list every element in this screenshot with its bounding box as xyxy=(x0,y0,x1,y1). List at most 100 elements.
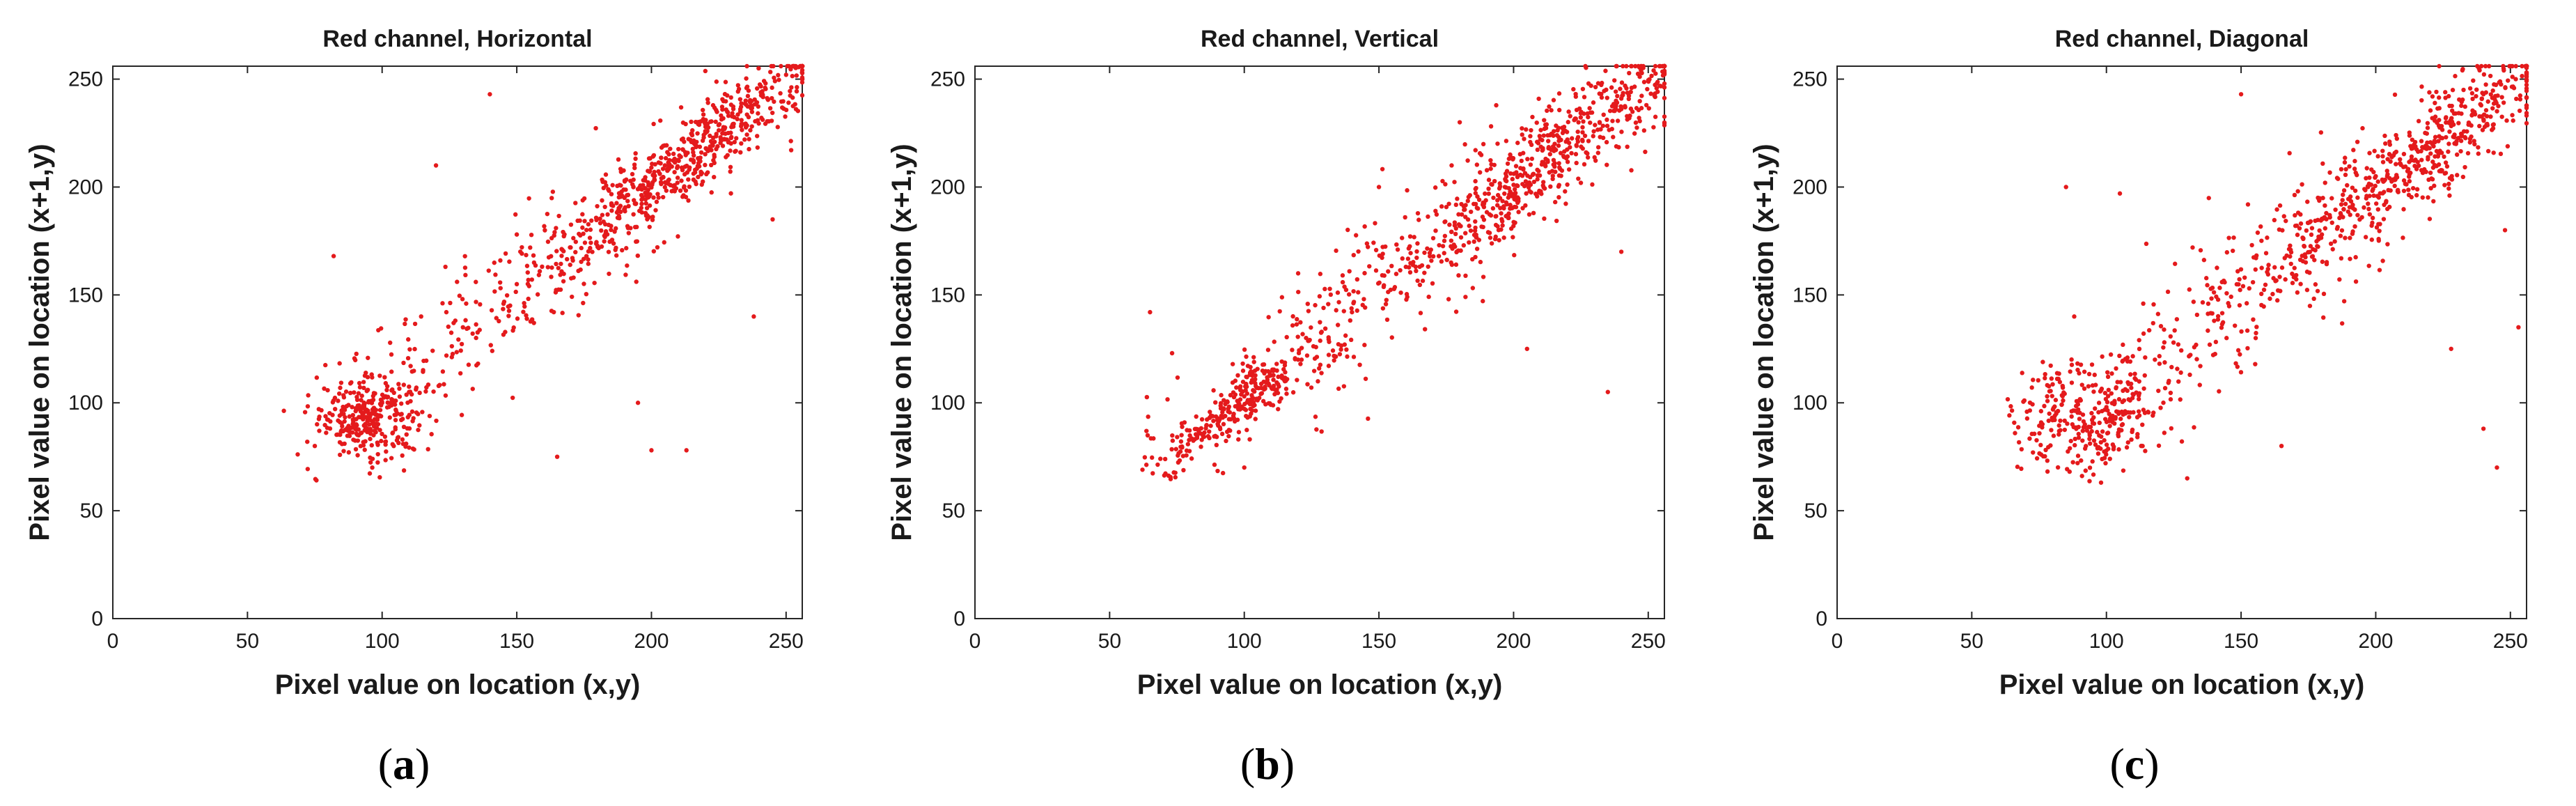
scatter-point xyxy=(586,222,591,227)
scatter-point xyxy=(2027,436,2032,441)
scatter-point xyxy=(383,380,389,386)
scatter-point xyxy=(372,417,377,422)
scatter-point xyxy=(2075,367,2080,373)
scatter-point xyxy=(1222,414,1227,419)
scatter-point xyxy=(1563,201,1568,206)
scatter-point xyxy=(2461,87,2466,93)
scatter-point xyxy=(1382,283,1387,288)
y-tick-label: 50 xyxy=(80,499,103,522)
scatter-point xyxy=(1415,241,1420,246)
scatter-point xyxy=(352,426,358,431)
scatter-point xyxy=(2224,250,2230,255)
scatter-point xyxy=(2118,380,2123,385)
scatter-point xyxy=(2430,94,2435,99)
scatter-point xyxy=(1600,123,1606,128)
scatter-point xyxy=(1342,342,1348,347)
scatter-point xyxy=(649,165,654,170)
scatter-point xyxy=(1540,180,1546,185)
scatter-point xyxy=(1226,417,1232,421)
scatter-point xyxy=(403,321,407,327)
scatter-point xyxy=(2146,327,2152,333)
scatter-point xyxy=(2230,248,2235,254)
scatter-point xyxy=(2313,247,2318,253)
scatter-point xyxy=(1211,388,1216,393)
scatter-point xyxy=(1218,403,1223,408)
scatter-point xyxy=(458,348,463,353)
scatter-point xyxy=(1593,123,1598,127)
scatter-point xyxy=(506,304,511,309)
scatter-point xyxy=(2298,221,2304,226)
scatter-point xyxy=(1463,203,1468,208)
scatter-point xyxy=(2251,317,2256,322)
scatter-point xyxy=(573,239,578,245)
scatter-point xyxy=(703,130,708,136)
scatter-point xyxy=(2419,148,2423,154)
scatter-point xyxy=(417,423,422,428)
scatter-point xyxy=(2511,118,2515,123)
scatter-point xyxy=(2111,401,2117,407)
scatter-point xyxy=(2194,342,2199,348)
scatter-point xyxy=(1564,130,1570,134)
scatter-point xyxy=(2366,206,2371,212)
scatter-point xyxy=(2348,212,2352,217)
scatter-point xyxy=(2416,118,2421,124)
scatter-point xyxy=(1158,456,1163,461)
scatter-point xyxy=(514,281,520,287)
scatter-point xyxy=(2384,199,2389,203)
scatter-point xyxy=(1400,256,1405,261)
scatter-point xyxy=(1350,309,1355,315)
scatter-point xyxy=(2104,442,2109,447)
scatter-point xyxy=(2452,134,2457,140)
scatter-point xyxy=(576,268,581,274)
scatter-point xyxy=(1230,380,1235,385)
x-axis-label: Pixel value on location (x,y) xyxy=(1137,669,1503,700)
scatter-point xyxy=(2416,163,2421,169)
scatter-point xyxy=(618,209,623,215)
scatter-point xyxy=(721,98,726,104)
scatter-point xyxy=(1648,91,1653,96)
scatter-point xyxy=(2303,254,2308,260)
scatter-point xyxy=(662,185,668,189)
scatter-point xyxy=(2488,73,2493,79)
scatter-point xyxy=(1343,287,1349,293)
scatter-point xyxy=(659,155,664,160)
scatter-point xyxy=(2466,120,2472,125)
scatter-point xyxy=(729,134,734,140)
scatter-point xyxy=(1363,376,1368,381)
scatter-point xyxy=(2474,93,2479,99)
scatter-point xyxy=(1462,207,1467,212)
scatter-point xyxy=(1430,281,1435,286)
scatter-point xyxy=(2465,150,2471,156)
scatter-point xyxy=(2350,206,2355,211)
scatter-point xyxy=(2015,464,2020,470)
scatter-point xyxy=(606,187,611,192)
scatter-point xyxy=(690,146,695,152)
scatter-point xyxy=(1242,406,1247,412)
scatter-point xyxy=(2125,388,2130,394)
scatter-point xyxy=(1584,65,1588,70)
scatter-point xyxy=(2385,242,2390,247)
scatter-point xyxy=(1473,191,1478,196)
scatter-point xyxy=(1575,129,1580,134)
scatter-point xyxy=(622,195,627,201)
scatter-point xyxy=(2162,431,2167,435)
scatter-point xyxy=(1551,133,1556,138)
scatter-point xyxy=(772,75,776,80)
scatter-point xyxy=(2343,201,2348,206)
scatter-point xyxy=(1277,384,1281,389)
scatter-point xyxy=(2375,154,2380,159)
scatter-point xyxy=(1634,106,1639,111)
scatter-point xyxy=(1236,437,1241,442)
scatter-point xyxy=(757,82,763,87)
scatter-point xyxy=(2488,92,2493,97)
scatter-point xyxy=(354,397,360,403)
scatter-point xyxy=(2469,123,2474,128)
scatter-point xyxy=(2350,185,2355,190)
scatter-point xyxy=(1662,72,1667,77)
scatter-point xyxy=(1571,86,1576,92)
scatter-point xyxy=(2371,193,2376,199)
scatter-point xyxy=(1511,171,1517,176)
scatter-point xyxy=(1461,242,1467,248)
scatter-point xyxy=(2343,155,2348,160)
scatter-point xyxy=(1455,196,1460,201)
